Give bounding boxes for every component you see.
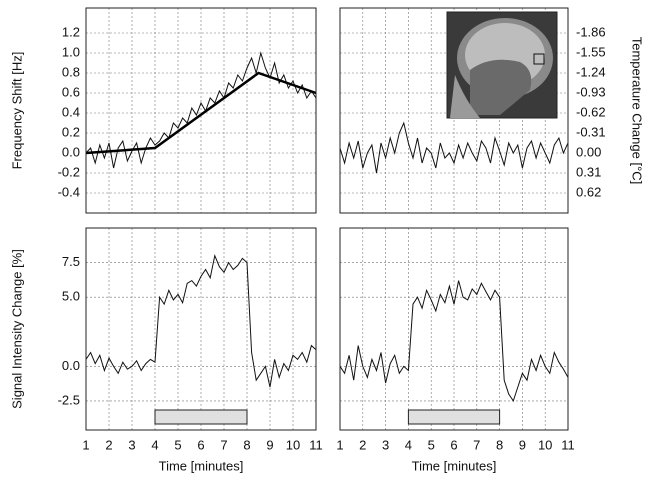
y-tick-label: 0.4 (62, 104, 80, 119)
series-line (85, 71, 317, 155)
y-tick-label: 5.0 (62, 289, 80, 304)
x-tick-label: 11 (561, 437, 575, 452)
x-tick-label: 9 (266, 437, 273, 452)
y2-tick-label: -1.55 (576, 44, 606, 59)
inset-roi (533, 53, 545, 65)
plot-frame (85, 227, 317, 431)
y2-tick-label: -0.93 (576, 84, 606, 99)
x-tick-label: 6 (197, 437, 204, 452)
x-tick-label: 9 (519, 437, 526, 452)
y2-tick-label: -1.24 (576, 64, 606, 79)
y2-axis-label: Temperature Change [°C] (630, 37, 645, 185)
x-tick-label: 7 (473, 437, 480, 452)
series-line (339, 121, 569, 174)
x-tick-label: 3 (382, 437, 389, 452)
x-tick-label: 8 (243, 437, 250, 452)
y-tick-label: 0.0 (62, 144, 80, 159)
y-axis-label: Frequency Shift [Hz] (9, 52, 24, 170)
y-tick-label: 1.2 (62, 24, 80, 39)
y-tick-label: -2.5 (58, 392, 80, 407)
x-tick-label: 2 (359, 437, 366, 452)
inset-face (450, 75, 480, 118)
y2-tick-label: -0.31 (576, 124, 606, 139)
y-axis-label: Signal Intensity Change [%] (9, 249, 24, 409)
y2-tick-label: -0.62 (576, 104, 606, 119)
x-tick-label: 5 (174, 437, 181, 452)
series-line (339, 280, 569, 403)
y2-tick-label: 0.62 (576, 184, 601, 199)
y-tick-label: 1.0 (62, 44, 80, 59)
y-tick-label: 0.2 (62, 124, 80, 139)
plot-area (86, 8, 316, 213)
x-tick-label: 1 (82, 437, 89, 452)
y2-tick-label: -1.86 (576, 24, 606, 39)
x-tick-label: 11 (309, 437, 323, 452)
mri-inset (446, 11, 558, 119)
x-tick-label: 4 (151, 437, 158, 452)
plot-frame (339, 7, 569, 214)
x-tick-label: 10 (286, 437, 300, 452)
inset-brainstem (470, 59, 532, 115)
y-tick-label: 0.6 (62, 84, 80, 99)
y-tick-label: 0.8 (62, 64, 80, 79)
plot-frame (85, 7, 317, 214)
x-tick-label: 6 (450, 437, 457, 452)
y2-tick-label: 0.00 (576, 144, 601, 159)
x-tick-label: 3 (128, 437, 135, 452)
stimulus-bar (154, 409, 248, 425)
x-axis-label: Time [minutes] (159, 458, 244, 473)
plot-frame (339, 227, 569, 431)
x-tick-label: 8 (496, 437, 503, 452)
x-tick-label: 1 (336, 437, 343, 452)
stimulus-bar (407, 409, 501, 425)
y-tick-label: 0.0 (62, 358, 80, 373)
series-line (85, 51, 317, 169)
x-tick-label: 10 (538, 437, 552, 452)
x-tick-label: 4 (405, 437, 412, 452)
x-axis-label: Time [minutes] (412, 458, 497, 473)
series-line (85, 254, 317, 388)
x-tick-label: 5 (428, 437, 435, 452)
y-tick-label: -0.4 (58, 184, 80, 199)
x-tick-label: 2 (105, 437, 112, 452)
y-tick-label: -0.2 (58, 164, 80, 179)
y-tick-label: 7.5 (62, 254, 80, 269)
x-tick-label: 7 (220, 437, 227, 452)
y2-tick-label: 0.31 (576, 164, 601, 179)
